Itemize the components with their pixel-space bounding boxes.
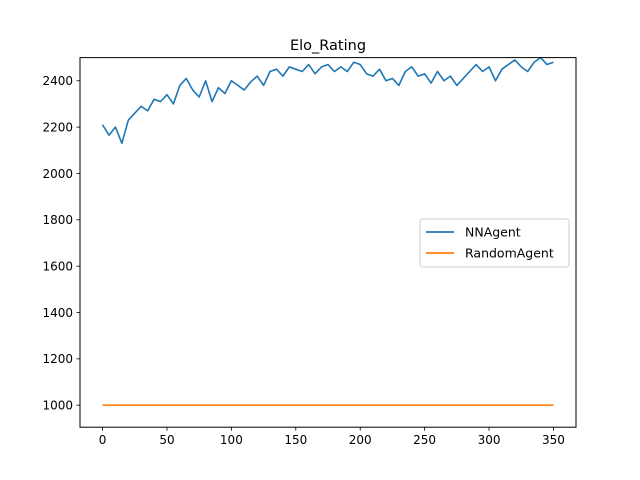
- x-tick-label: 250: [413, 433, 436, 447]
- y-tick-label: 2000: [42, 167, 73, 181]
- series-line-0: [101, 56, 554, 145]
- chart-title: Elo_Rating: [290, 38, 366, 54]
- y-tick-label: 1000: [42, 398, 73, 412]
- x-tick-label: 200: [349, 433, 372, 447]
- x-tick-label: 350: [542, 433, 565, 447]
- x-tick-label: 100: [220, 433, 243, 447]
- x-axis: 0 50 100 150 200 250 300 350: [99, 427, 565, 447]
- y-tick-label: 1800: [42, 213, 73, 227]
- legend-label-1: RandomAgent: [465, 246, 554, 261]
- y-axis: 1000 1200 1400 1600 1800 2000 2200 2400: [42, 74, 80, 412]
- y-tick-label: 1400: [42, 306, 73, 320]
- y-tick-label: 1600: [42, 259, 73, 273]
- y-tick-label: 2200: [42, 120, 73, 134]
- y-tick-label: 1200: [42, 352, 73, 366]
- x-tick-label: 300: [478, 433, 501, 447]
- x-tick-label: 0: [99, 433, 107, 447]
- legend-box: [419, 218, 570, 268]
- legend: NNAgent RandomAgent: [419, 218, 570, 268]
- plot-series: [101, 56, 554, 406]
- x-tick-label: 150: [284, 433, 307, 447]
- x-tick-label: 50: [159, 433, 174, 447]
- y-tick-label: 2400: [42, 74, 73, 88]
- legend-label-0: NNAgent: [465, 225, 521, 240]
- plot-frame: [79, 57, 577, 428]
